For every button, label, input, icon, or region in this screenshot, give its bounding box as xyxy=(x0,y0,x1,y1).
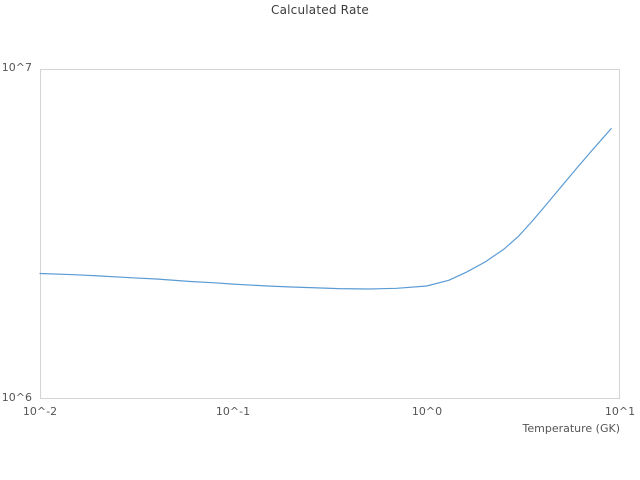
y-tick-label-1e7: 10^7 xyxy=(1,61,32,74)
chart-title: Calculated Rate xyxy=(271,3,369,17)
x-tick-label-1e0: 10^0 xyxy=(411,405,443,418)
x-axis-title: Temperature (GK) xyxy=(522,422,621,435)
plot-area xyxy=(40,69,620,399)
y-tick-label-1e6: 10^6 xyxy=(1,391,32,404)
x-tick-label-1e1: 10^1 xyxy=(604,405,636,418)
x-tick-label-1e-1: 10^-1 xyxy=(215,405,251,418)
x-tick-label-1e-2: 10^-2 xyxy=(22,405,58,418)
